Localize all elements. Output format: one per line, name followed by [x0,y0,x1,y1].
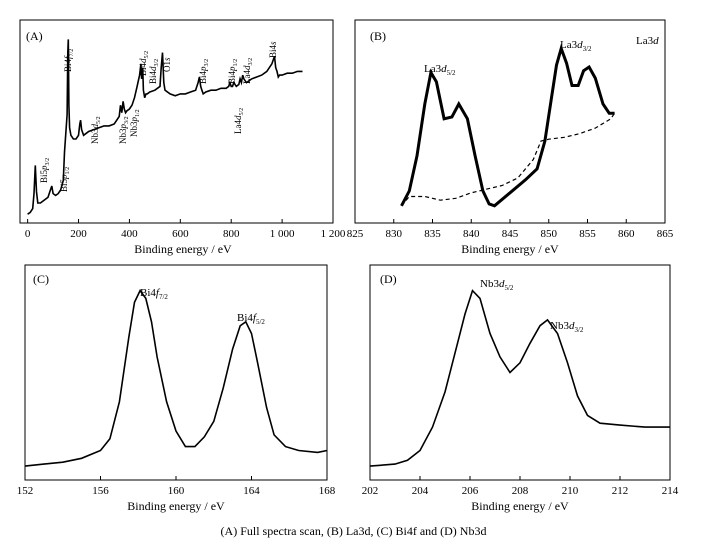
x-tick-label: 1 200 [321,228,346,240]
panel-d-x-axis-label: Binding energy / eV [471,499,569,513]
x-tick-label: 400 [121,228,138,240]
panel-c-x-axis-label: Binding energy / eV [127,499,225,513]
x-tick-label: 840 [463,228,480,240]
x-tick-label: 600 [172,228,189,240]
x-tick-label: 164 [243,485,260,497]
x-tick-label: 825 [347,228,364,240]
panel-a: (A) 0 200 400 600 800 1 000 1 200 Binding ener… [19,19,346,256]
panel-a-x-ticks: 0 200 400 600 800 1 000 1 200 [25,219,346,240]
peak-label-nb3d52: Nb3d5/2 [90,116,102,144]
x-tick-label: 0 [25,228,31,240]
peak-label-bi4s: Bi4s [268,41,278,58]
x-tick-label: 845 [502,228,519,240]
peak-label-nb3d32: Nb3d3/2 [550,320,584,334]
peak-label-nb3d52: Nb3d5/2 [480,278,514,292]
figure-caption: (A) Full spectra scan, (B) La3d, (C) Bi4… [220,524,487,538]
x-tick-label: 860 [618,228,635,240]
panel-d-label: (D) [380,272,397,286]
x-tick-label: 212 [612,485,629,497]
peak-label-bi5p32: Bi5p3/2 [39,158,51,183]
x-tick-label: 202 [362,485,379,497]
peak-label-bi4f52: Bi4f5/2 [237,312,265,326]
panel-c-x-ticks: 152 156 160 164 168 [17,476,336,497]
peak-label-bi4f72: Bi4f7/2 [140,287,168,301]
x-tick-label: 168 [319,485,336,497]
panel-b-x-axis-label: Binding energy / eV [461,242,559,256]
panel-b-x-ticks: 825 830 835 840 845 850 855 860 865 [347,219,674,240]
panel-c-frame [24,264,328,481]
x-tick-label: 156 [92,485,109,497]
x-tick-label: 850 [541,228,558,240]
x-tick-label: 830 [386,228,403,240]
peak-label-nb3p12: Nb3p1/2 [129,109,141,137]
panel-d-x-ticks: 202 204 206 208 210 212 214 [362,476,679,497]
x-tick-label: 208 [512,485,529,497]
x-tick-label: 855 [579,228,596,240]
x-tick-label: 206 [462,485,479,497]
panel-b-background-line [401,112,616,207]
peak-label-bi4d32: Bi4d3/2 [148,59,160,84]
panel-d: (D) 202 204 206 208 210 212 214 Binding energy… [362,264,679,513]
panel-a-x-axis-label: Binding energy / eV [134,242,232,256]
x-tick-label: 835 [424,228,441,240]
peak-label-bi5p12: Bi5p1/2 [59,167,71,192]
peak-label-o1s: O1s [162,57,172,72]
panel-d-frame [369,264,671,481]
panel-b: (B) 825 830 835 840 845 850 855 860 865 Binding … [347,19,674,256]
panel-d-spectrum-line [369,289,670,467]
x-tick-label: 152 [17,485,34,497]
x-tick-label: 214 [662,485,679,497]
panel-a-spectrum-line [27,39,303,215]
x-tick-label: 1 000 [270,228,295,240]
peak-label-la3d32: La3d3/2 [560,39,592,53]
panel-b-title: La3d [636,35,659,47]
panel-b-spectrum-line [400,43,615,208]
peak-label-la4d52: La4d5/2 [233,108,245,134]
panel-a-frame [19,19,334,224]
x-tick-label: 865 [657,228,674,240]
panel-c-label: (C) [33,272,49,286]
panel-a-peak-labels: Bi5p3/2 Bi5p1/2 Bi4f7/2 Nb3d5/2 Nb3p3/2 … [39,41,278,192]
x-tick-label: 160 [168,485,185,497]
peak-label-la3d52: La3d5/2 [424,63,456,77]
x-tick-label: 204 [412,485,429,497]
peak-label-bi4p12: Bi4p1/2 [227,59,239,84]
panel-b-label: (B) [370,29,386,43]
panel-c: (C) 152 156 160 164 168 Binding energy / eV … [17,264,336,513]
peak-label-bi4f72: Bi4f7/2 [63,49,75,72]
x-tick-label: 200 [70,228,87,240]
panel-c-spectrum-line [24,289,328,467]
peak-label-bi4p32: Bi4p3/2 [198,59,210,84]
x-tick-label: 800 [223,228,240,240]
x-tick-label: 210 [562,485,579,497]
panel-a-label: (A) [26,29,43,43]
peak-label-la4d32: La4d3/2 [242,58,254,84]
